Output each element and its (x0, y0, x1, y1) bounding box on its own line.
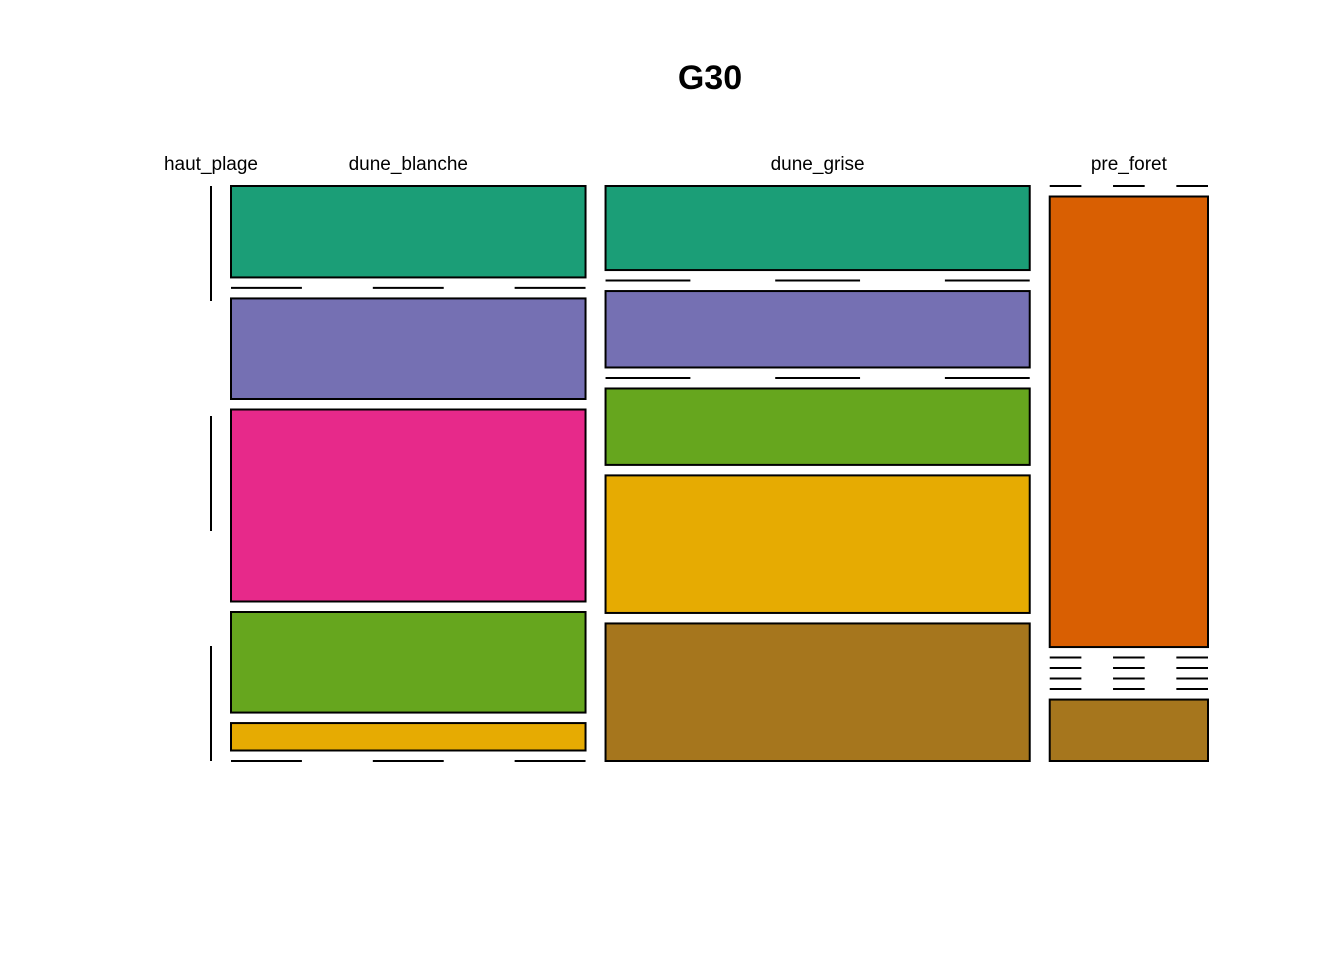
tile (604, 290, 1031, 369)
column-label: dune_blanche (349, 154, 468, 175)
column-label: haut_plage (164, 154, 258, 175)
tile (604, 185, 1031, 272)
tile (230, 297, 587, 400)
tile (604, 474, 1031, 614)
tile (1048, 698, 1210, 762)
tile (1048, 195, 1210, 649)
tile (230, 408, 587, 603)
column-label: dune_grise (771, 154, 865, 175)
tile (604, 387, 1031, 466)
tile (230, 185, 587, 279)
tile (230, 722, 587, 752)
column-label: pre_foret (1091, 154, 1168, 175)
tile (604, 622, 1031, 762)
chart-title: G30 (678, 59, 742, 97)
tile (230, 611, 587, 714)
